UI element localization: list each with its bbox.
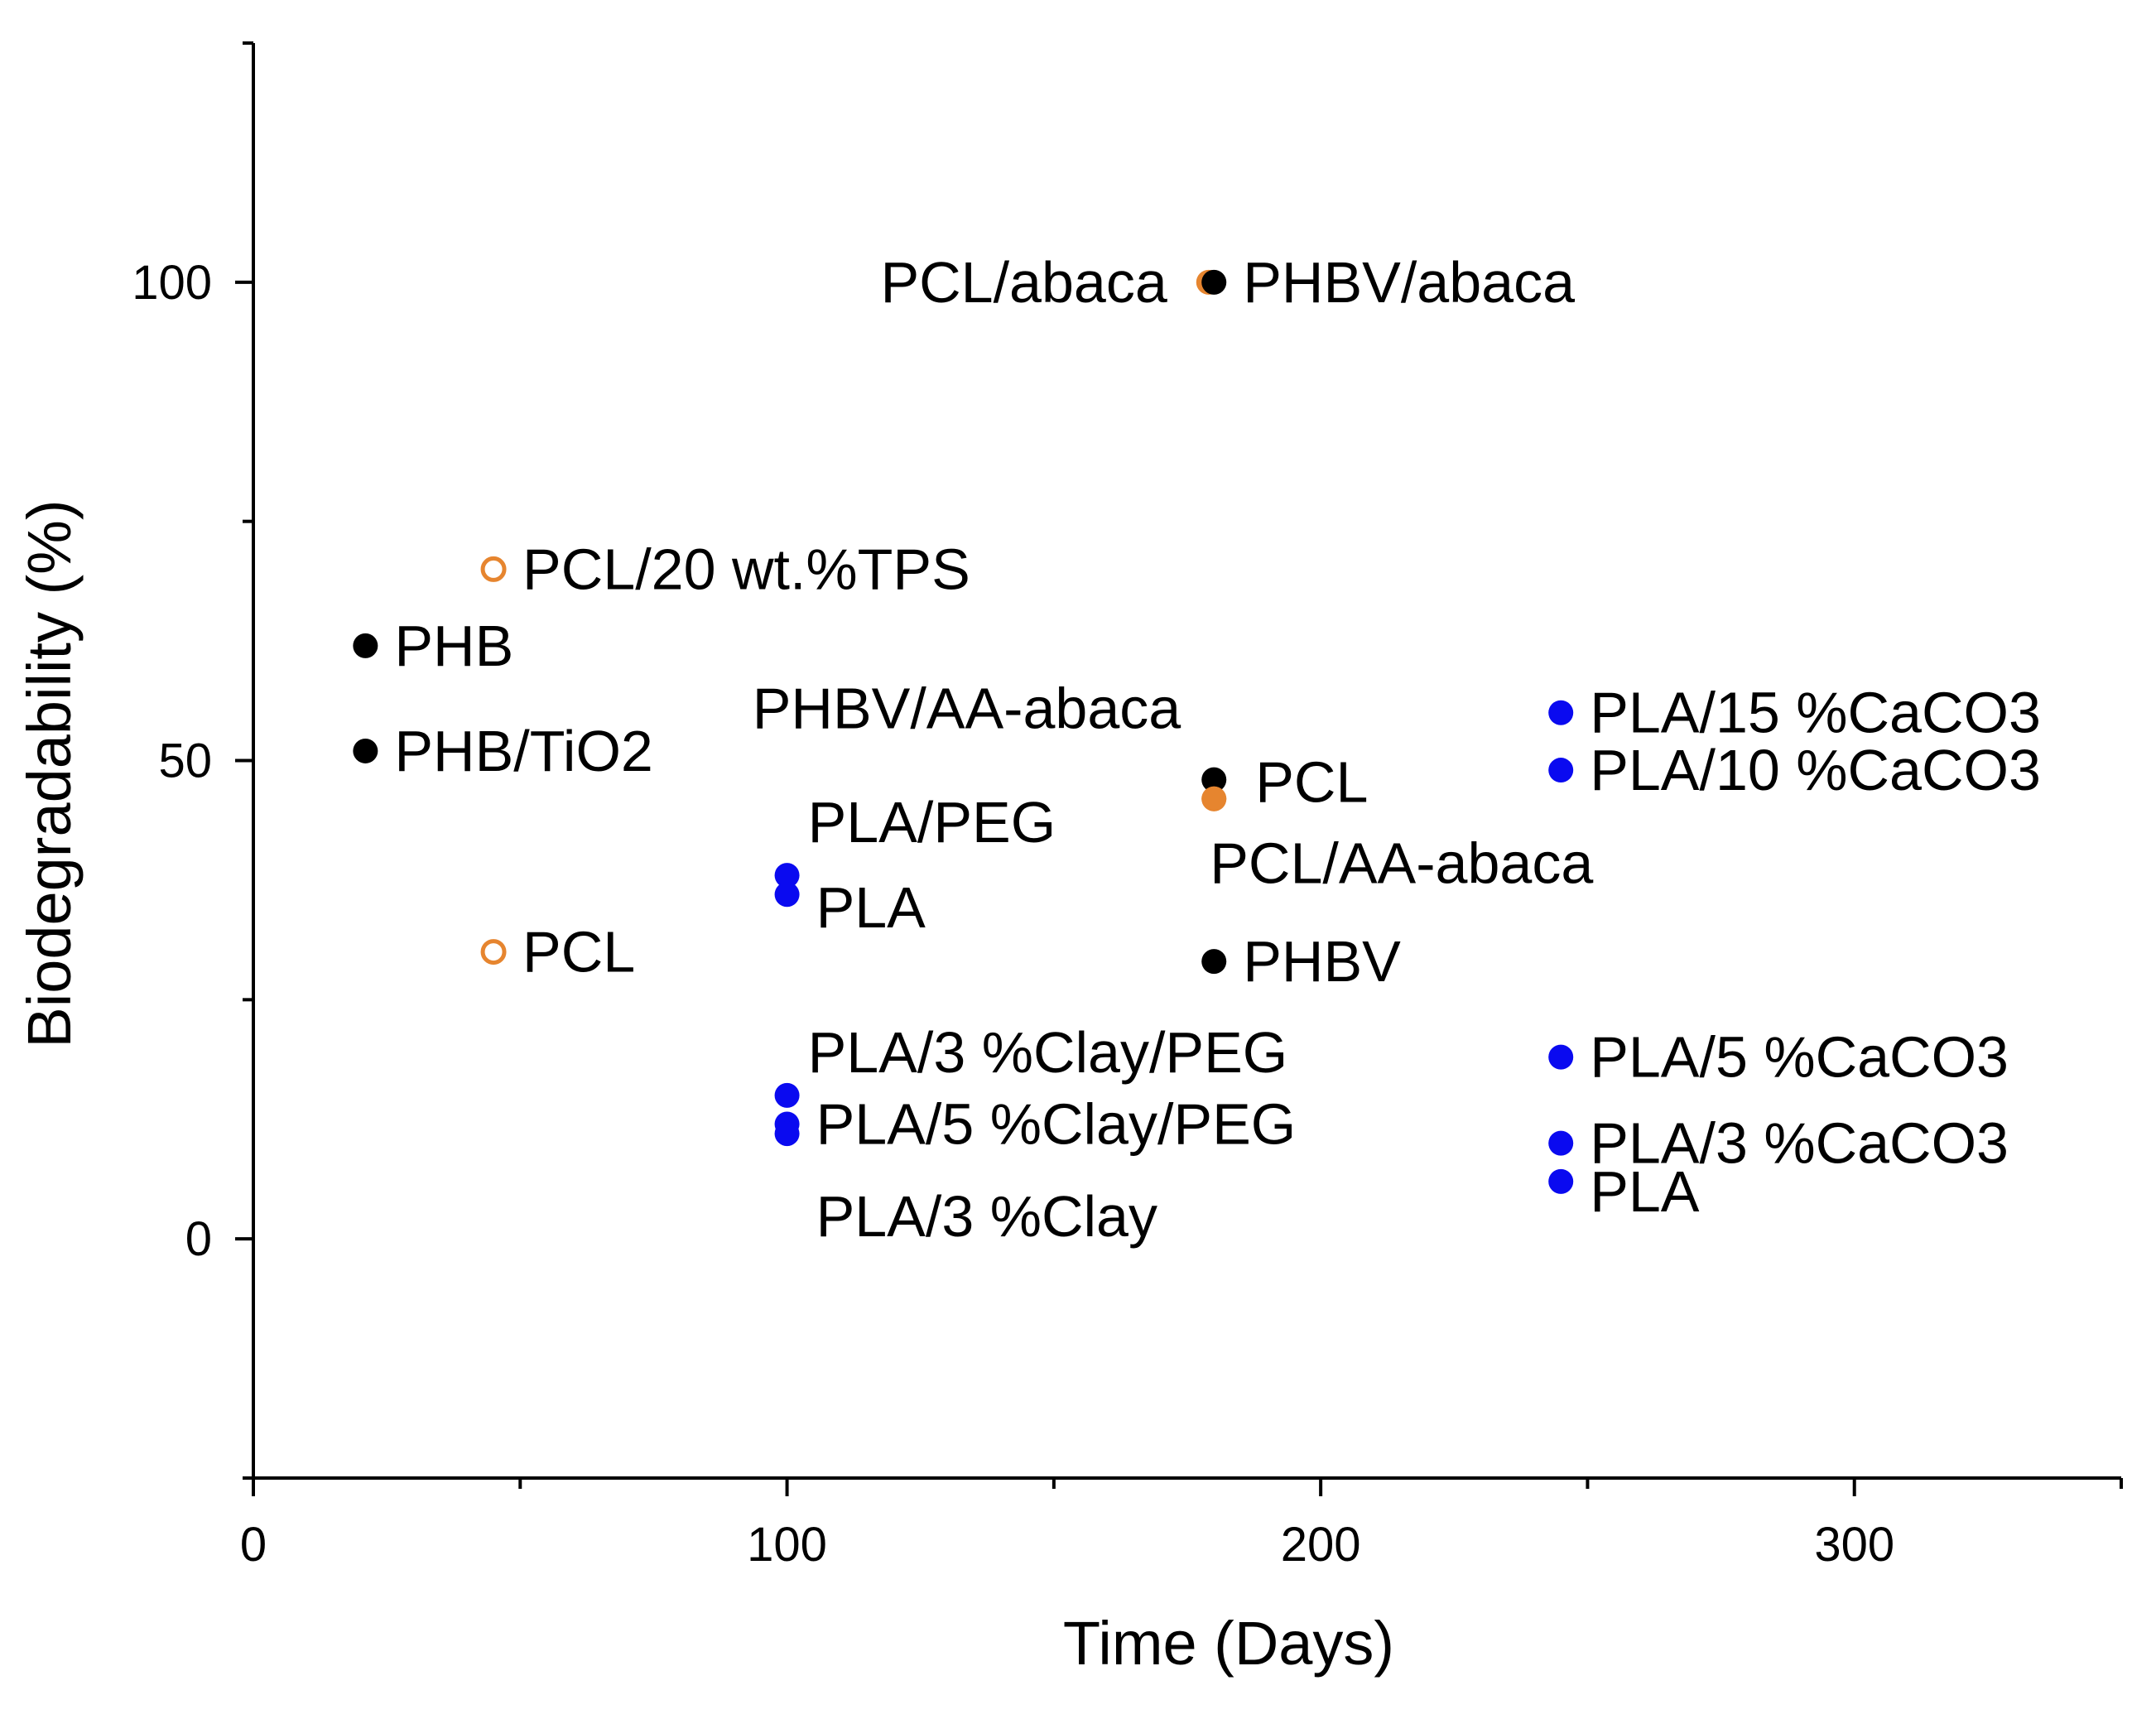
data-point [353, 738, 378, 763]
data-point [1201, 767, 1227, 792]
point-label: PHBV/abaca [1243, 250, 1575, 315]
x-tick-label: 100 [747, 1518, 827, 1572]
x-tick-label: 0 [240, 1518, 267, 1572]
point-label: PCL/20 wt.%TPS [522, 537, 970, 601]
data-point [353, 633, 378, 658]
point-label: PLA/10 %CaCO3 [1590, 738, 2041, 802]
point-label: PCL [1255, 750, 1368, 815]
point-label: PLA/5 %Clay/PEG [816, 1092, 1297, 1157]
x-axis-title: Time (Days) [1063, 1609, 1394, 1678]
y-tick-label: 50 [158, 734, 212, 788]
data-points [353, 269, 1574, 1194]
data-point [774, 882, 800, 908]
point-label: PLA/5 %CaCO3 [1590, 1025, 2009, 1090]
point-label: PLA/PEG [808, 790, 1056, 855]
data-point [480, 556, 507, 582]
point-label: PLA/3 %Clay [816, 1184, 1157, 1249]
point-label: PHB [394, 614, 513, 678]
y-tick-label: 0 [185, 1212, 212, 1266]
point-label: PCL/abaca [880, 250, 1167, 315]
axes: 0 100 200 300 0 50 100 Time (Days) Biodegradabil… [15, 41, 2123, 1678]
data-point [1548, 1044, 1574, 1070]
y-tick-label: 100 [132, 256, 212, 310]
point-label: PLA [1590, 1159, 1700, 1224]
point-label: PHB/TiO2 [394, 719, 652, 783]
point-label: PLA [816, 875, 926, 940]
y-axis-title: Biodegradability (%) [15, 499, 84, 1047]
data-point [1201, 786, 1227, 811]
data-point [774, 1121, 800, 1147]
x-tick-label: 200 [1281, 1518, 1361, 1572]
point-label: PCL [522, 920, 635, 985]
data-point [774, 1082, 800, 1108]
data-point [774, 863, 800, 888]
data-point [1548, 758, 1574, 783]
data-point [1201, 949, 1227, 975]
point-label: PLA/15 %CaCO3 [1590, 681, 2041, 745]
data-point [480, 939, 507, 965]
x-tick-label: 300 [1814, 1518, 1894, 1572]
data-point [1201, 269, 1227, 295]
point-label: PCL/AA-abaca [1210, 831, 1593, 896]
point-label: PLA/3 %Clay/PEG [808, 1020, 1288, 1085]
data-point [1548, 1168, 1574, 1194]
data-point [1548, 700, 1574, 725]
point-label: PLA/3 %CaCO3 [1590, 1111, 2009, 1176]
data-point [1548, 1130, 1574, 1156]
point-label: PHBV [1243, 929, 1401, 994]
point-label: PHBV/AA-abaca [753, 677, 1181, 741]
